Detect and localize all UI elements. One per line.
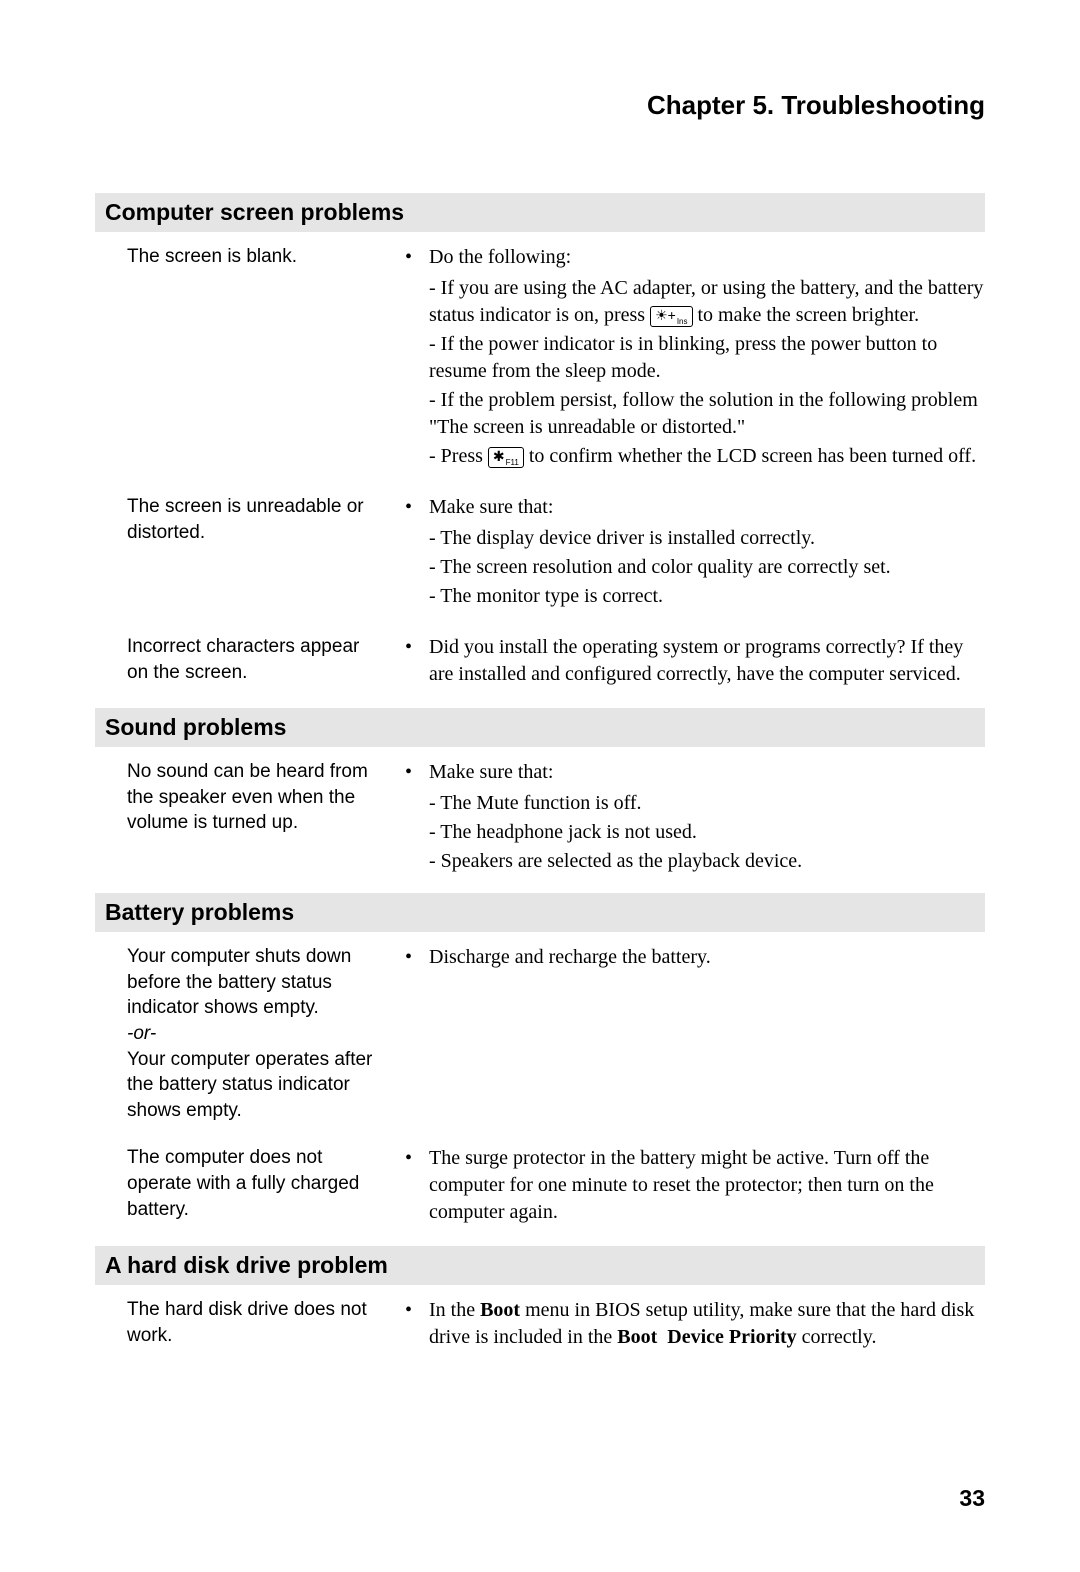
solution-sub: - The monitor type is correct. [399, 583, 985, 610]
solution-bullet: Do the following: [399, 244, 985, 271]
section-heading-screen: Computer screen problems [95, 193, 985, 232]
table-row: Your computer shuts down before the batt… [95, 932, 985, 1133]
solution-text: Did you install the operating system or … [397, 634, 985, 692]
table-row: No sound can be heard from the speaker e… [95, 747, 985, 887]
solution-bullet: Discharge and recharge the battery. [399, 944, 985, 971]
problem-text: No sound can be heard from the speaker e… [95, 759, 397, 877]
solution-text: Make sure that: - The Mute function is o… [397, 759, 985, 877]
problem-text: The hard disk drive does not work. [95, 1297, 397, 1355]
solution-sub: - The display device driver is installed… [399, 525, 985, 552]
solution-bullet: Make sure that: [399, 759, 985, 786]
solution-sub: - The Mute function is off. [399, 790, 985, 817]
table-row: The screen is blank. Do the following: -… [95, 232, 985, 482]
problem-text: Incorrect characters appear on the scree… [95, 634, 397, 692]
solution-text: Make sure that: - The display device dri… [397, 494, 985, 612]
solution-sub: - If you are using the AC adapter, or us… [399, 275, 985, 329]
section-heading-battery: Battery problems [95, 893, 985, 932]
table-row: Incorrect characters appear on the scree… [95, 622, 985, 702]
solution-bullet: In the Boot menu in BIOS setup utility, … [399, 1297, 985, 1351]
chapter-title: Chapter 5. Troubleshooting [95, 90, 985, 121]
problem-text: The screen is blank. [95, 244, 397, 472]
solution-sub: - Press ✱F11 to confirm whether the LCD … [399, 443, 985, 470]
solution-text: The surge protector in the battery might… [397, 1145, 985, 1230]
problem-text: The screen is unreadable or distorted. [95, 494, 397, 612]
solution-bullet: The surge protector in the battery might… [399, 1145, 985, 1226]
table-row: The computer does not operate with a ful… [95, 1133, 985, 1240]
solution-sub: - Speakers are selected as the playback … [399, 848, 985, 875]
section-heading-sound: Sound problems [95, 708, 985, 747]
table-row: The hard disk drive does not work. In th… [95, 1285, 985, 1365]
lcd-key-icon: ✱F11 [488, 447, 524, 468]
problem-text: Your computer shuts down before the batt… [95, 944, 397, 1123]
solution-text: In the Boot menu in BIOS setup utility, … [397, 1297, 985, 1355]
solution-sub: - If the power indicator is in blinking,… [399, 331, 985, 385]
problem-text: The computer does not operate with a ful… [95, 1145, 397, 1230]
solution-text: Do the following: - If you are using the… [397, 244, 985, 472]
solution-sub: - If the problem persist, follow the sol… [399, 387, 985, 441]
solution-sub: - The screen resolution and color qualit… [399, 554, 985, 581]
brightness-key-icon: ☀+Ins [650, 306, 692, 327]
solution-bullet: Did you install the operating system or … [399, 634, 985, 688]
section-heading-hdd: A hard disk drive problem [95, 1246, 985, 1285]
page-number: 33 [95, 1485, 985, 1512]
solution-sub: - The headphone jack is not used. [399, 819, 985, 846]
solution-bullet: Make sure that: [399, 494, 985, 521]
solution-text: Discharge and recharge the battery. [397, 944, 985, 1123]
table-row: The screen is unreadable or distorted. M… [95, 482, 985, 622]
